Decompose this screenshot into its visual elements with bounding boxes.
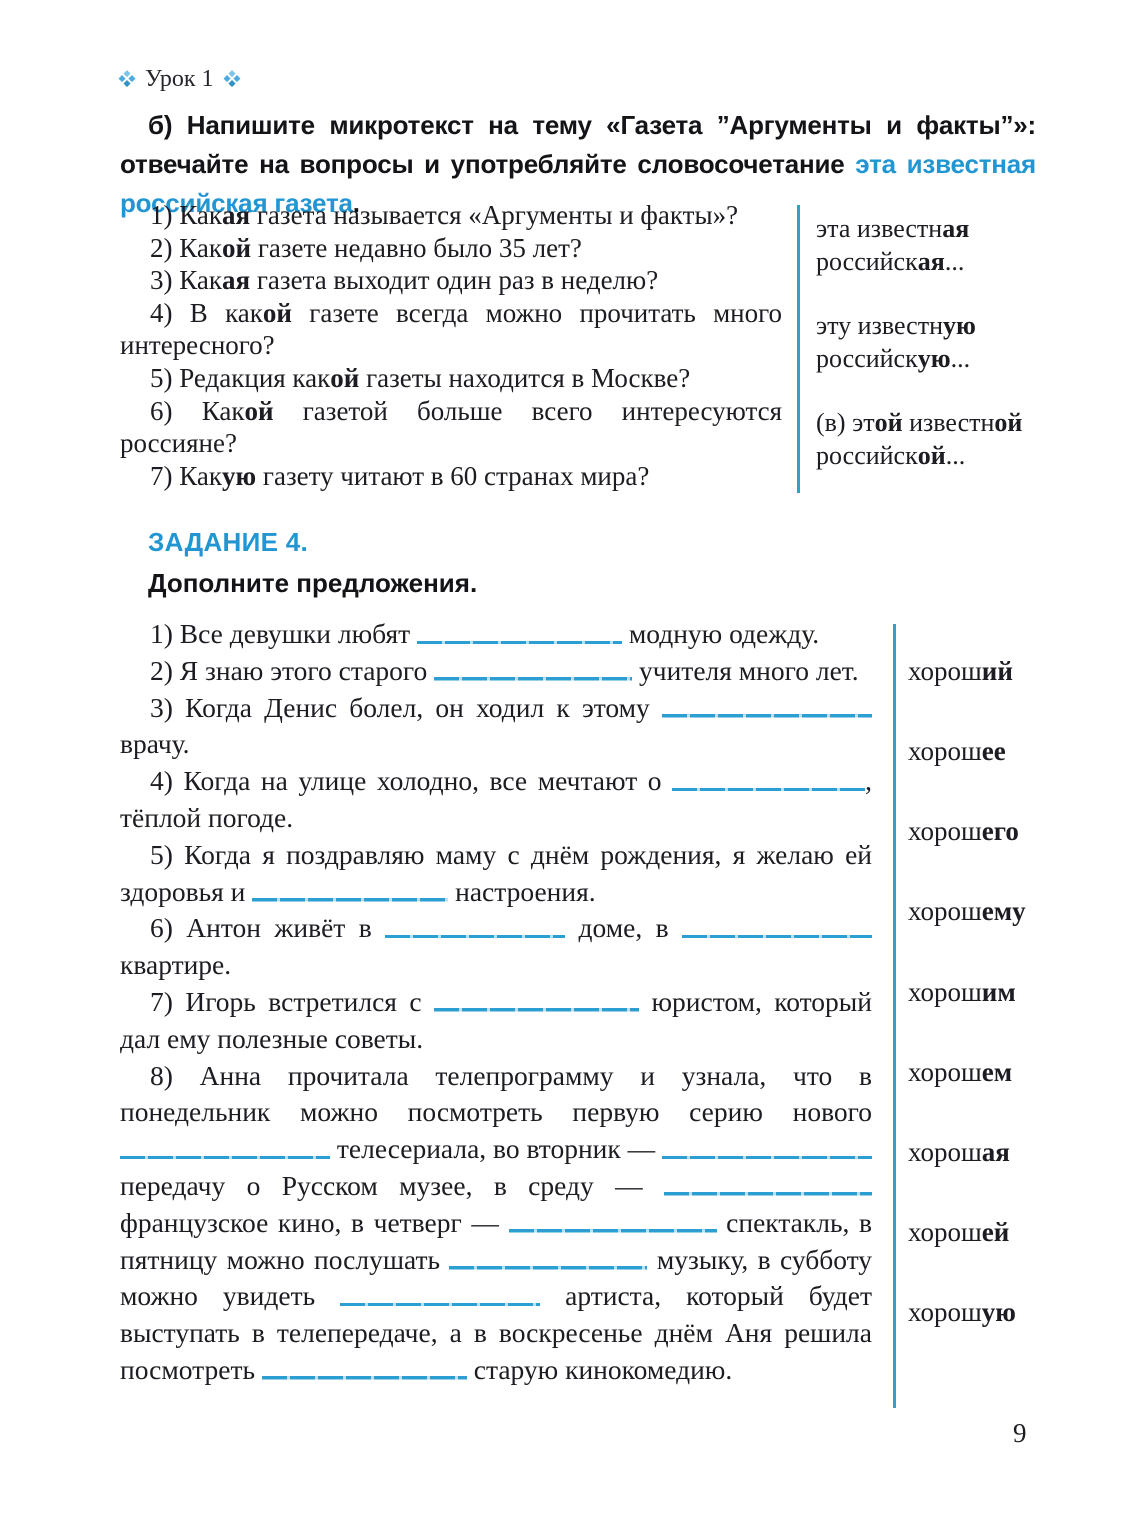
sentence: 4) Когда на улице холодно, все мечтают о… bbox=[120, 765, 872, 833]
word-form: хорошим bbox=[908, 976, 1016, 1007]
sentence: 3) Когда Денис болел, он ходил к этому в… bbox=[120, 690, 872, 764]
exercise-b-questions: 1) Какая газета называется «Аргументы и … bbox=[120, 199, 782, 492]
sentence: 7) Игорь встретился с юристом, который д… bbox=[120, 985, 872, 1054]
question: 7) Какую газету читают в 60 странах мира… bbox=[150, 460, 650, 491]
fill-in-blank bbox=[662, 1149, 872, 1160]
question: 1) Какая газета называется «Аргументы и … bbox=[150, 200, 739, 230]
task-sentences: 1) Все девушки любят модную одежду. 2) Я … bbox=[120, 616, 872, 1389]
word-form: хорошую bbox=[908, 1297, 1016, 1327]
fill-in-blank bbox=[508, 1222, 717, 1233]
word-form: хорошего bbox=[908, 816, 1019, 847]
task-heading: ЗАДАНИЕ 4. Дополните предложения. bbox=[120, 527, 477, 599]
fill-in-blank bbox=[449, 1259, 648, 1270]
divider-line bbox=[893, 624, 896, 1408]
word-form: хорошее bbox=[908, 736, 1006, 767]
page-number: 9 bbox=[1013, 1418, 1027, 1448]
question: 2) Какой газете недавно было 35 лет? bbox=[150, 232, 582, 263]
lesson-label: Урок 1 bbox=[145, 66, 214, 92]
word-forms-column: хороший хорошее хорошего хорошему хорошим хор… bbox=[908, 656, 1026, 1328]
fill-in-blank bbox=[664, 1185, 872, 1196]
fill-in-blank bbox=[672, 781, 866, 792]
word-form: хорошем bbox=[908, 1056, 1013, 1087]
fill-in-blank bbox=[252, 891, 449, 902]
fill-in-blank bbox=[340, 1296, 541, 1307]
sentence: 2) Я знаю этого старого учителя много ле… bbox=[150, 654, 859, 686]
question: 6) Какой газетой больше всего интересуют… bbox=[120, 395, 782, 459]
sentence: 8) Анна прочитала телепрограмму и узнала… bbox=[120, 1059, 873, 1385]
hint-phrase: эта известная российская... bbox=[816, 214, 970, 276]
sentence: 1) Все девушки любят модную одежду. bbox=[150, 618, 820, 649]
task-title: ЗАДАНИЕ 4. bbox=[148, 527, 309, 557]
hint-column: эта известная российская... эту известную… bbox=[816, 212, 1051, 503]
fill-in-blank bbox=[416, 634, 622, 644]
exercise-b-instruction: б) Напишите микротекст на тему «Газета ”… bbox=[120, 110, 1037, 218]
diamond-icon bbox=[222, 69, 242, 90]
question: 3) Какая газета выходит один раз в недел… bbox=[150, 265, 659, 296]
sentence: 6) Антон живёт в доме, в квартире. bbox=[120, 910, 872, 984]
divider-line bbox=[797, 205, 800, 493]
diamond-icon bbox=[117, 69, 137, 90]
hint-phrase: (в) этой известной российской... bbox=[816, 408, 1023, 470]
fill-in-blank bbox=[385, 928, 566, 939]
fill-in-blank bbox=[434, 1001, 640, 1012]
task-subtitle: Дополните предложения. bbox=[148, 568, 478, 598]
sentence: 5) Когда я поздравляю маму с днём рожден… bbox=[120, 838, 872, 907]
question: 5) Редакция какой газеты находится в Мос… bbox=[150, 362, 691, 393]
lesson-header: Урок 1 bbox=[117, 66, 242, 93]
word-form: хорошей bbox=[908, 1216, 1010, 1247]
fill-in-blank bbox=[682, 928, 872, 939]
word-form: хорошая bbox=[908, 1136, 1010, 1167]
fill-in-blank bbox=[662, 707, 872, 718]
fill-in-blank bbox=[434, 670, 633, 681]
fill-in-blank bbox=[261, 1369, 467, 1380]
hint-phrase: эту известную российскую... bbox=[816, 311, 976, 373]
fill-in-blank bbox=[120, 1149, 330, 1160]
word-form: хорошему bbox=[908, 896, 1026, 927]
word-form: хороший bbox=[908, 656, 1013, 686]
question: 4) В какой газете всегда можно прочитать… bbox=[120, 297, 783, 361]
